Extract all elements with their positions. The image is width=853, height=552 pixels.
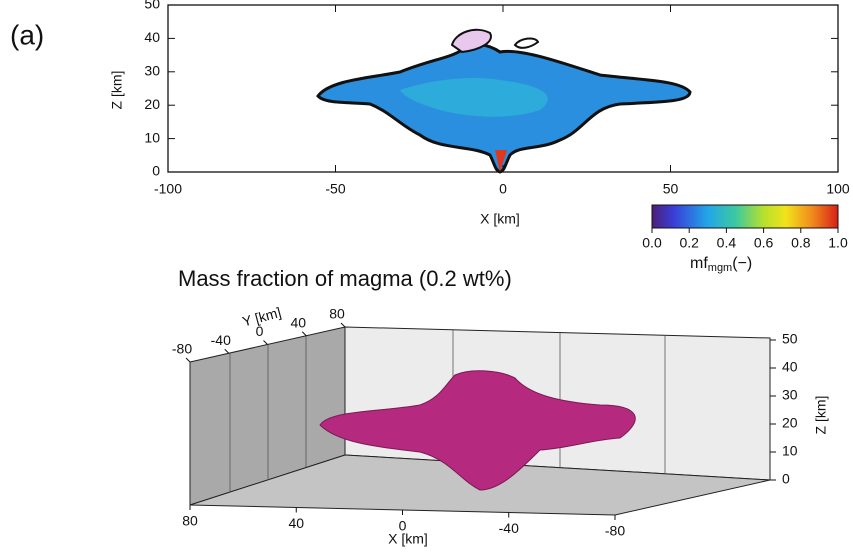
y3d-tick — [185, 357, 191, 363]
colorbar-label-sub: mgm — [708, 262, 732, 274]
x3d-tick-label: 0 — [399, 518, 407, 534]
colorbar-tick-label: 0.8 — [791, 235, 811, 251]
colorbar-tick-label: 1.0 — [828, 235, 848, 251]
colorbar-label-unit: (−) — [732, 255, 752, 272]
y3d-tick — [263, 340, 268, 345]
x3d-tick-label: -40 — [499, 520, 519, 536]
x3d-tick-label: 40 — [288, 515, 304, 531]
y-tick-label: 40 — [144, 29, 160, 45]
y-tick-label: 10 — [144, 129, 160, 145]
y3d-tick — [301, 331, 307, 337]
z3d-axis-label: Z [km] — [813, 396, 829, 435]
z3d-tick-label: 30 — [782, 387, 798, 403]
x3d-tick-label: -80 — [605, 523, 625, 539]
colorbar-tick-label: 0.4 — [717, 235, 737, 251]
z3d-tick-label: 0 — [782, 471, 790, 487]
x-tick-label: 100 — [826, 181, 850, 197]
colorbar-label: mfmgm(−) — [690, 255, 752, 274]
colorbar-tick-label: 0.2 — [679, 235, 699, 251]
x3d-tick-label: 80 — [182, 513, 198, 529]
y3d-tick-label: 80 — [329, 306, 345, 322]
z3d-tick-label: 40 — [782, 359, 798, 375]
y-tick-label: 50 — [144, 0, 160, 12]
y3d-tick-label: 0 — [256, 323, 264, 339]
colorbar-tick-label: 0.0 — [642, 235, 662, 251]
vent — [495, 150, 507, 172]
z3d-tick-label: 10 — [782, 443, 798, 459]
x-tick-label: 50 — [663, 181, 679, 197]
y-tick-label: 0 — [152, 163, 160, 179]
y3d-tick-label: 40 — [290, 314, 306, 330]
y-tick-label: 30 — [144, 63, 160, 79]
z3d-tick-label: 50 — [782, 331, 798, 347]
colorbar-label-main: mf — [690, 255, 708, 272]
plot3d-title: Mass fraction of magma (0.2 wt%) — [178, 266, 512, 291]
y3d-tick — [340, 322, 346, 328]
plume-top — [450, 28, 492, 54]
colorbar-tick-label: 0.6 — [754, 235, 774, 251]
colorbar — [651, 204, 839, 229]
plume-top — [513, 37, 540, 49]
z3d-tick-label: 20 — [782, 415, 798, 431]
plume-core — [400, 78, 548, 117]
magma-isosurface — [319, 370, 636, 491]
x-tick-label: 0 — [499, 181, 507, 197]
y-tick-label: 20 — [144, 96, 160, 112]
y-axis-label: Z [km] — [109, 71, 125, 110]
x-axis-label: X [km] — [480, 211, 520, 227]
panel-label: (a) — [10, 19, 44, 50]
x-tick-label: -100 — [154, 181, 182, 197]
x-tick-label: -50 — [325, 181, 345, 197]
y3d-tick-label: -40 — [211, 332, 231, 348]
y3d-tick-label: -80 — [172, 341, 192, 357]
y3d-tick — [224, 348, 230, 354]
x3d-axis-label: X [km] — [388, 531, 428, 547]
